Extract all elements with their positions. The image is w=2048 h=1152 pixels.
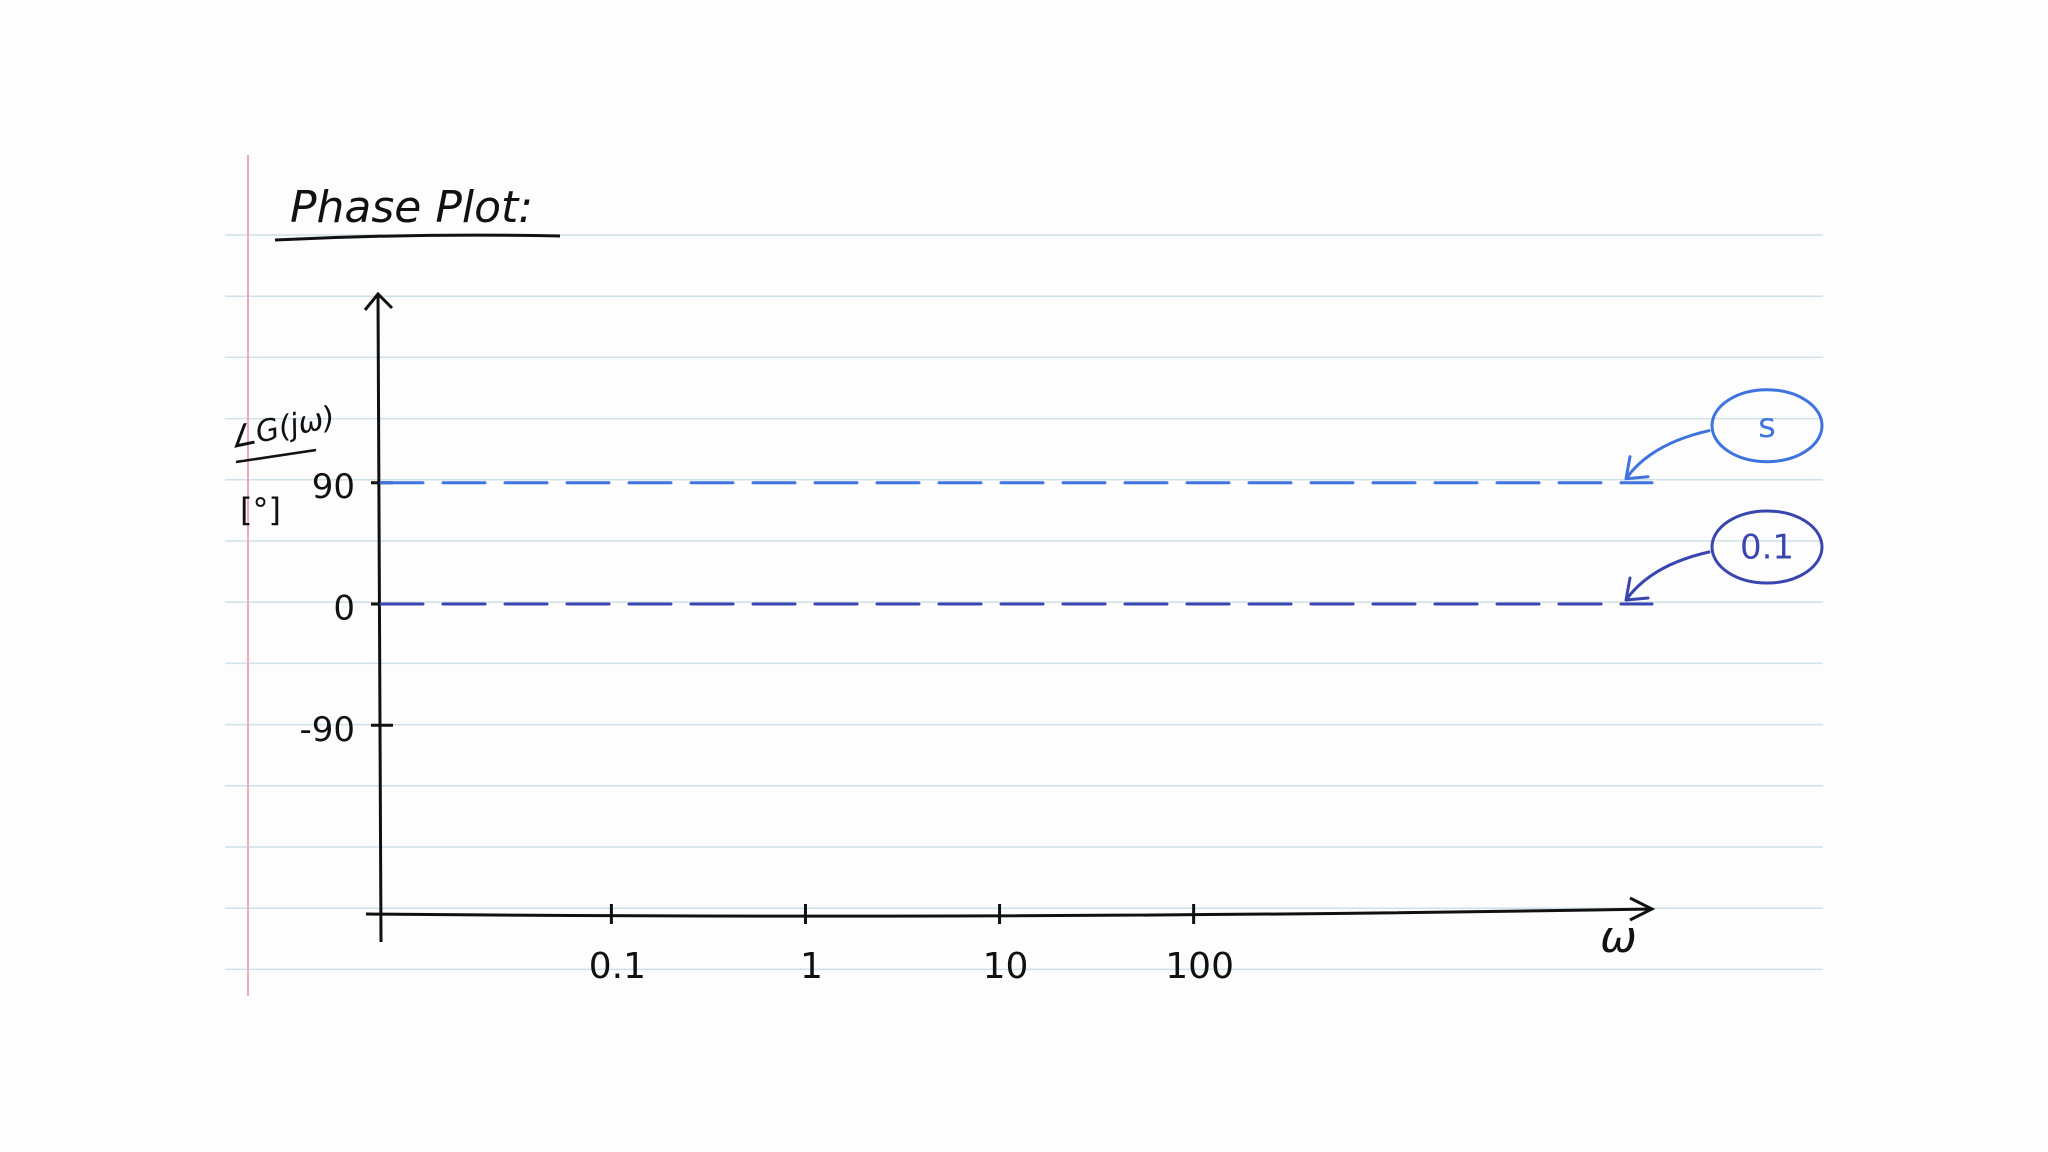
- series-label-arrow: [1624, 429, 1711, 481]
- x-tick-label: 1: [800, 946, 823, 987]
- series-label: 0.1: [1740, 528, 1794, 568]
- series-label-circle: [1710, 509, 1824, 585]
- series-label-circle: [1710, 388, 1824, 464]
- chart-title: Phase Plot:: [290, 182, 533, 233]
- series-label-arrow: [1624, 550, 1711, 602]
- x-axis: [365, 907, 1653, 918]
- y-axis-unit: [°]: [240, 491, 281, 529]
- y-label-underline: [235, 448, 317, 464]
- x-tick-label: 10: [983, 946, 1029, 987]
- title-underline: [274, 233, 561, 242]
- y-tick-label: 90: [312, 467, 355, 507]
- y-axis: [376, 293, 383, 943]
- y-tick-label: -90: [299, 710, 355, 750]
- x-tick-label: 100: [1165, 946, 1234, 987]
- y-tick-label: 0: [333, 589, 355, 629]
- x-axis-arrow: [1629, 896, 1656, 922]
- y-axis-arrow: [363, 291, 394, 311]
- ruled-lines: [225, 234, 1823, 971]
- x-tick-label: 0.1: [589, 946, 646, 987]
- series-label: s: [1758, 406, 1776, 446]
